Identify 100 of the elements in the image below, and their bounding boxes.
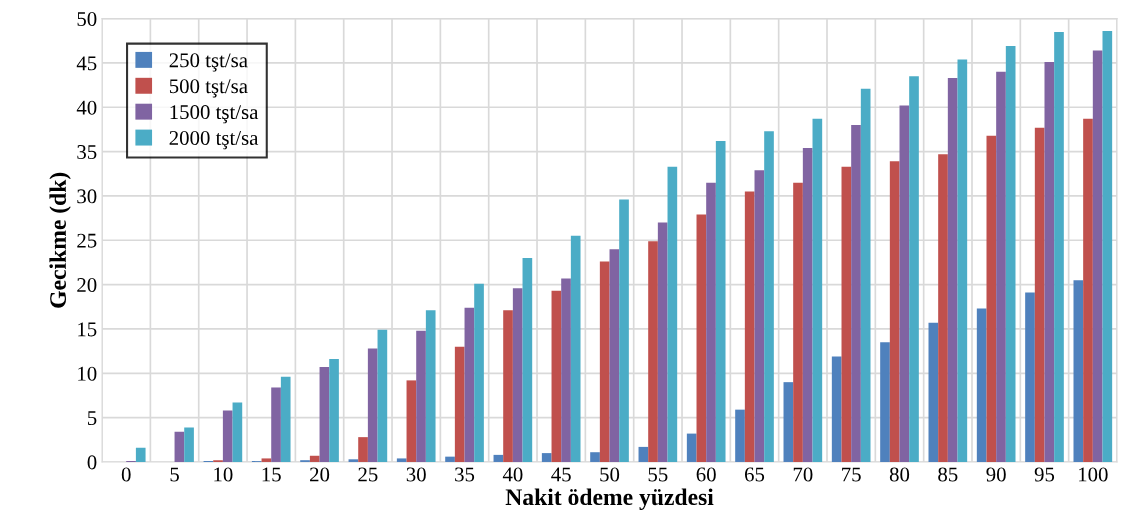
- bar: [609, 249, 620, 462]
- x-tick-label: 50: [600, 467, 620, 482]
- x-tick-label: 0: [121, 467, 131, 482]
- bar: [319, 367, 330, 462]
- bar: [812, 118, 823, 462]
- bar: [735, 409, 745, 462]
- bar: [464, 307, 475, 462]
- x-tick-label: 85: [938, 467, 958, 482]
- bar: [1083, 118, 1093, 462]
- bar: [1092, 50, 1103, 462]
- bar: [367, 348, 378, 462]
- bar: [309, 455, 320, 462]
- x-tick-label: 75: [842, 467, 861, 482]
- x-tick-label: 45: [551, 467, 571, 482]
- bar: [358, 437, 368, 462]
- bar: [841, 166, 852, 462]
- bar: [619, 199, 629, 462]
- bar: [909, 76, 919, 462]
- bar: [522, 258, 533, 462]
- y-tick-label: 0: [87, 455, 97, 470]
- x-tick-label: 95: [1034, 467, 1055, 482]
- bar: [667, 166, 678, 462]
- bar: [261, 458, 272, 462]
- bar: [512, 288, 523, 462]
- bar: [416, 330, 426, 462]
- y-tick-label: 5: [87, 411, 97, 426]
- legend-label: 1500 tşt/sa: [170, 105, 259, 124]
- x-tick-label: 15: [262, 467, 281, 482]
- bar: [754, 170, 765, 462]
- bar: [1044, 62, 1055, 462]
- bar: [454, 346, 465, 462]
- x-tick-label: 60: [696, 467, 716, 482]
- bar: [493, 454, 504, 462]
- bar: [271, 387, 281, 462]
- bar: [1102, 31, 1113, 462]
- x-tick-label: 70: [793, 467, 813, 482]
- bar: [744, 191, 755, 462]
- bar: [957, 59, 968, 462]
- bar: [783, 382, 794, 462]
- x-tick-label: 25: [358, 467, 378, 482]
- bar: [232, 402, 243, 462]
- y-tick-label: 30: [77, 189, 97, 204]
- bar: [329, 359, 339, 462]
- x-tick-label: 55: [648, 467, 668, 482]
- bar: [976, 308, 987, 462]
- x-tick-label: 30: [406, 467, 426, 482]
- x-tick-label: 20: [310, 467, 330, 482]
- y-tick-label: 35: [77, 145, 97, 160]
- bar: [638, 446, 649, 462]
- bar: [541, 453, 552, 462]
- x-tick-label: 35: [455, 467, 475, 482]
- bar: [764, 131, 774, 462]
- x-tick-label: 5: [170, 467, 179, 482]
- x-tick-label: 10: [214, 467, 233, 482]
- bar: [947, 78, 958, 462]
- bar: [222, 410, 233, 462]
- bar: [1034, 127, 1045, 462]
- legend-label: 2000 tşt/sa: [169, 130, 259, 150]
- bar: [280, 376, 291, 462]
- bar: [1025, 292, 1035, 462]
- x-tick-label: 80: [889, 467, 910, 482]
- legend-label: 500 tşt/sa: [169, 79, 248, 98]
- bar: [377, 329, 388, 462]
- y-tick-label: 45: [76, 56, 97, 71]
- bar: [860, 88, 871, 462]
- bar: [551, 290, 562, 462]
- bar: [396, 458, 407, 462]
- bar: [657, 222, 668, 462]
- bar: [831, 356, 842, 462]
- bar: [599, 261, 610, 462]
- bar: [938, 154, 948, 462]
- bar: [184, 427, 194, 462]
- bar: [802, 148, 813, 462]
- bar: [696, 214, 707, 462]
- bar: [174, 431, 185, 462]
- bar: [561, 278, 571, 462]
- y-tick-label: 40: [76, 100, 97, 115]
- bar: [648, 241, 658, 462]
- bar: [928, 322, 939, 462]
- bar: [880, 342, 890, 462]
- y-tick-label: 25: [77, 233, 97, 248]
- legend-label: 250 tşt/sa: [169, 53, 248, 72]
- bar: [135, 447, 146, 462]
- bar: [474, 283, 484, 462]
- y-tick-label: 20: [77, 277, 97, 293]
- bar: [1073, 280, 1084, 462]
- bar: [445, 456, 455, 462]
- bar: [793, 182, 803, 462]
- x-tick-label: 100: [1079, 467, 1108, 482]
- y-tick-label: 50: [77, 11, 97, 27]
- x-tick-label: 90: [986, 467, 1006, 482]
- y-tick-label: 15: [78, 322, 97, 337]
- bar: [570, 235, 581, 462]
- x-tick-label: 65: [744, 467, 765, 482]
- bar: [348, 459, 359, 462]
- x-tick-label: 40: [502, 467, 523, 482]
- bar: [996, 71, 1006, 462]
- bar: [899, 105, 910, 462]
- bar: [851, 125, 861, 462]
- bar: [590, 452, 600, 462]
